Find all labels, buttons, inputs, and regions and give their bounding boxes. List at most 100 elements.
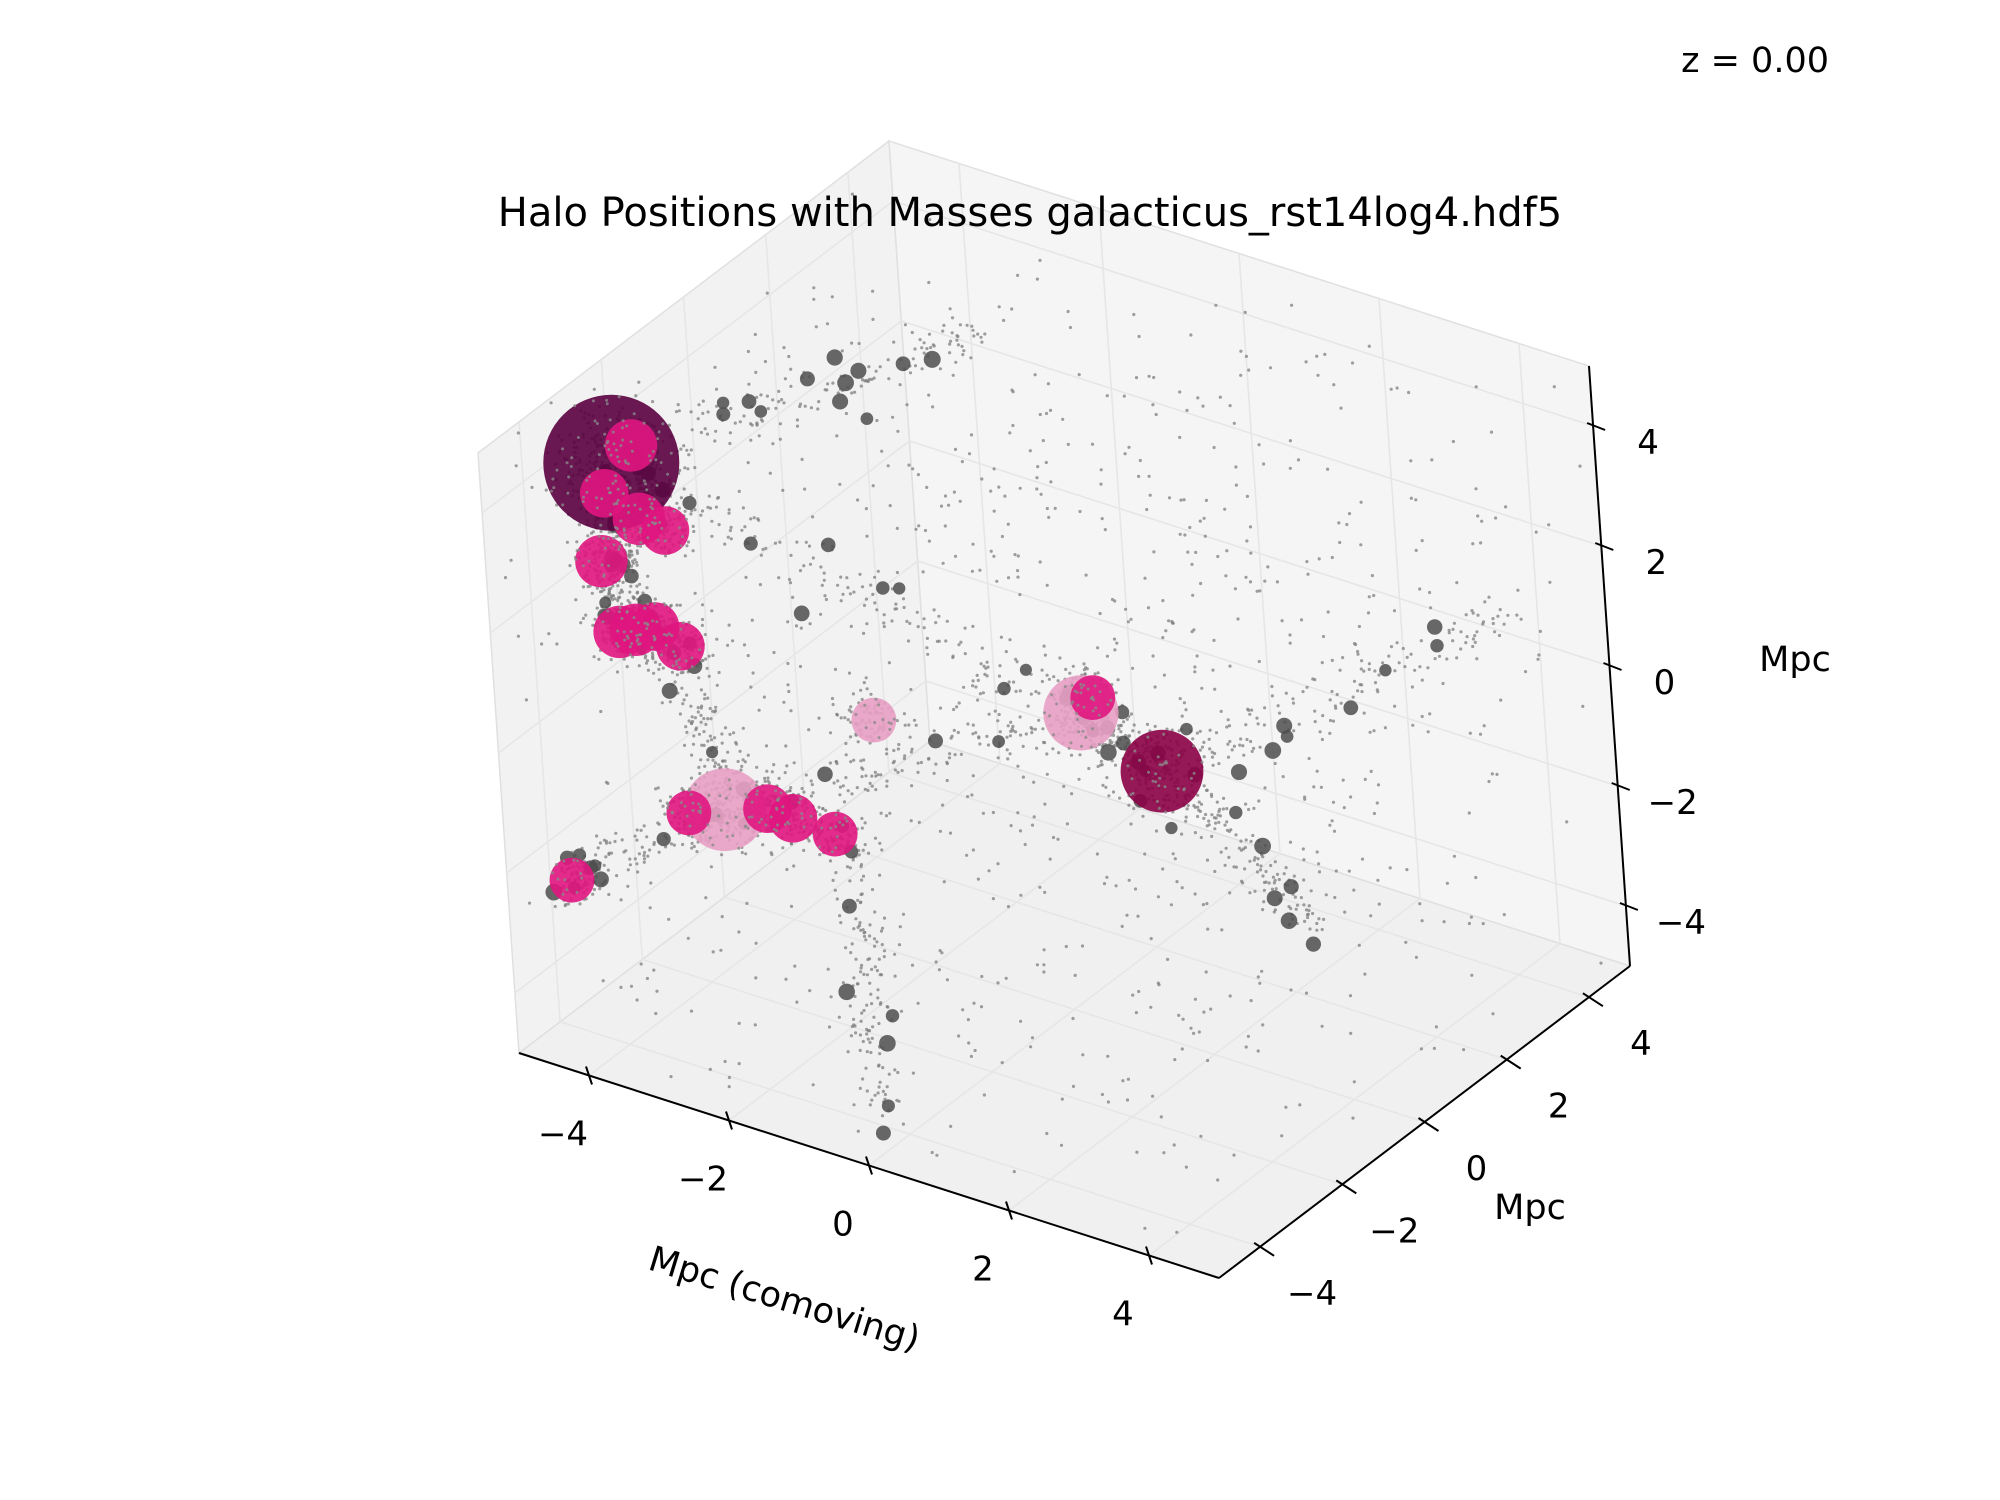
particle-point [1479,541,1483,545]
particle-point [999,635,1004,639]
redshift-label: z = 0.00 [1681,41,1829,81]
particle-point [1377,673,1381,677]
particle-point [842,800,847,804]
particle-point [619,898,623,902]
overlap-particle [1092,698,1096,702]
particle-point [849,1034,854,1038]
particle-point [1343,910,1347,914]
particle-point [755,395,759,399]
grid-line [806,833,1507,1061]
particle-point [1395,641,1399,645]
particle-point [911,357,915,361]
particle-point [922,626,926,630]
particle-point [524,698,529,702]
particle-point [1068,671,1072,675]
particle-point [1043,890,1047,895]
particle-point [945,760,949,765]
particle-point [1180,832,1184,836]
particle-point [1351,1116,1355,1120]
particle-point [1105,875,1109,879]
particle-point [838,482,842,486]
particle-point [1270,694,1274,698]
particle-point [1036,465,1040,469]
particle-point [590,591,594,595]
particle-point [1030,823,1035,827]
particle-point [1303,919,1307,924]
overlap-particle [671,664,675,668]
particle-point [850,792,854,796]
particle-point [1315,769,1319,773]
particle-point [607,530,611,534]
particle-point [547,632,551,636]
particle-point [969,433,974,437]
particle-point [945,778,949,783]
particle-point [881,1066,885,1070]
particle-point [1328,698,1332,702]
particle-point [1202,516,1206,520]
particle-point [1056,679,1060,683]
particle-point [1317,862,1321,866]
overlap-particle [1080,686,1084,690]
particle-point [1131,666,1135,670]
particle-point [833,888,837,892]
particle-point [698,771,702,776]
particle-point [1071,664,1075,668]
overlap-particle [625,424,629,428]
overlap-particle [654,521,658,525]
small-halo-point [923,350,941,368]
particle-point [1113,763,1118,767]
particle-point [770,770,774,774]
overlap-particle [843,816,847,820]
particle-point [1228,739,1232,744]
overlap-particle [707,793,711,797]
y-axis-label: Mpc [1494,1188,1566,1228]
particle-point [884,814,889,818]
particle-point [875,418,879,423]
overlap-particle [638,633,642,637]
particle-point [952,707,956,712]
overlap-particle [587,559,591,563]
particle-point [875,969,880,973]
particle-point [818,813,822,817]
chart-title: Halo Positions with Masses galacticus_rs… [498,190,1562,236]
particle-point [931,343,935,347]
particle-point [689,512,693,516]
particle-point [870,1098,874,1102]
particle-point [607,851,611,855]
particle-point [882,621,886,625]
particle-point [957,1034,961,1038]
particle-point [1502,622,1506,626]
particle-point [1247,807,1251,812]
particle-point [1112,637,1117,641]
particle-point [941,329,945,333]
particle-point [972,334,976,338]
overlap-particle [625,610,629,614]
overlap-particle [1106,703,1110,707]
particle-point [514,464,518,468]
particle-point [807,544,812,548]
particle-point [1084,573,1088,577]
particle-point [850,942,854,946]
overlap-particle [1109,698,1113,702]
overlap-particle [601,620,605,624]
particle-point [799,626,803,630]
particle-point [795,424,800,428]
particle-point [938,949,942,953]
particle-point [1073,973,1077,978]
particle-point [1565,820,1569,824]
particle-point [645,835,649,839]
particle-point [1476,514,1480,518]
particle-point [1369,914,1373,918]
particle-point [595,834,599,838]
overlap-particle [612,536,616,540]
particle-point [938,829,943,833]
particle-point [1249,999,1253,1003]
overlap-particle [829,826,833,830]
overlap-particle [612,502,616,506]
particle-point [1239,848,1243,852]
particle-point [871,592,875,597]
overlap-particle [554,863,558,866]
particle-point [1201,404,1205,408]
particle-point [1470,973,1474,977]
particle-point [685,730,689,735]
